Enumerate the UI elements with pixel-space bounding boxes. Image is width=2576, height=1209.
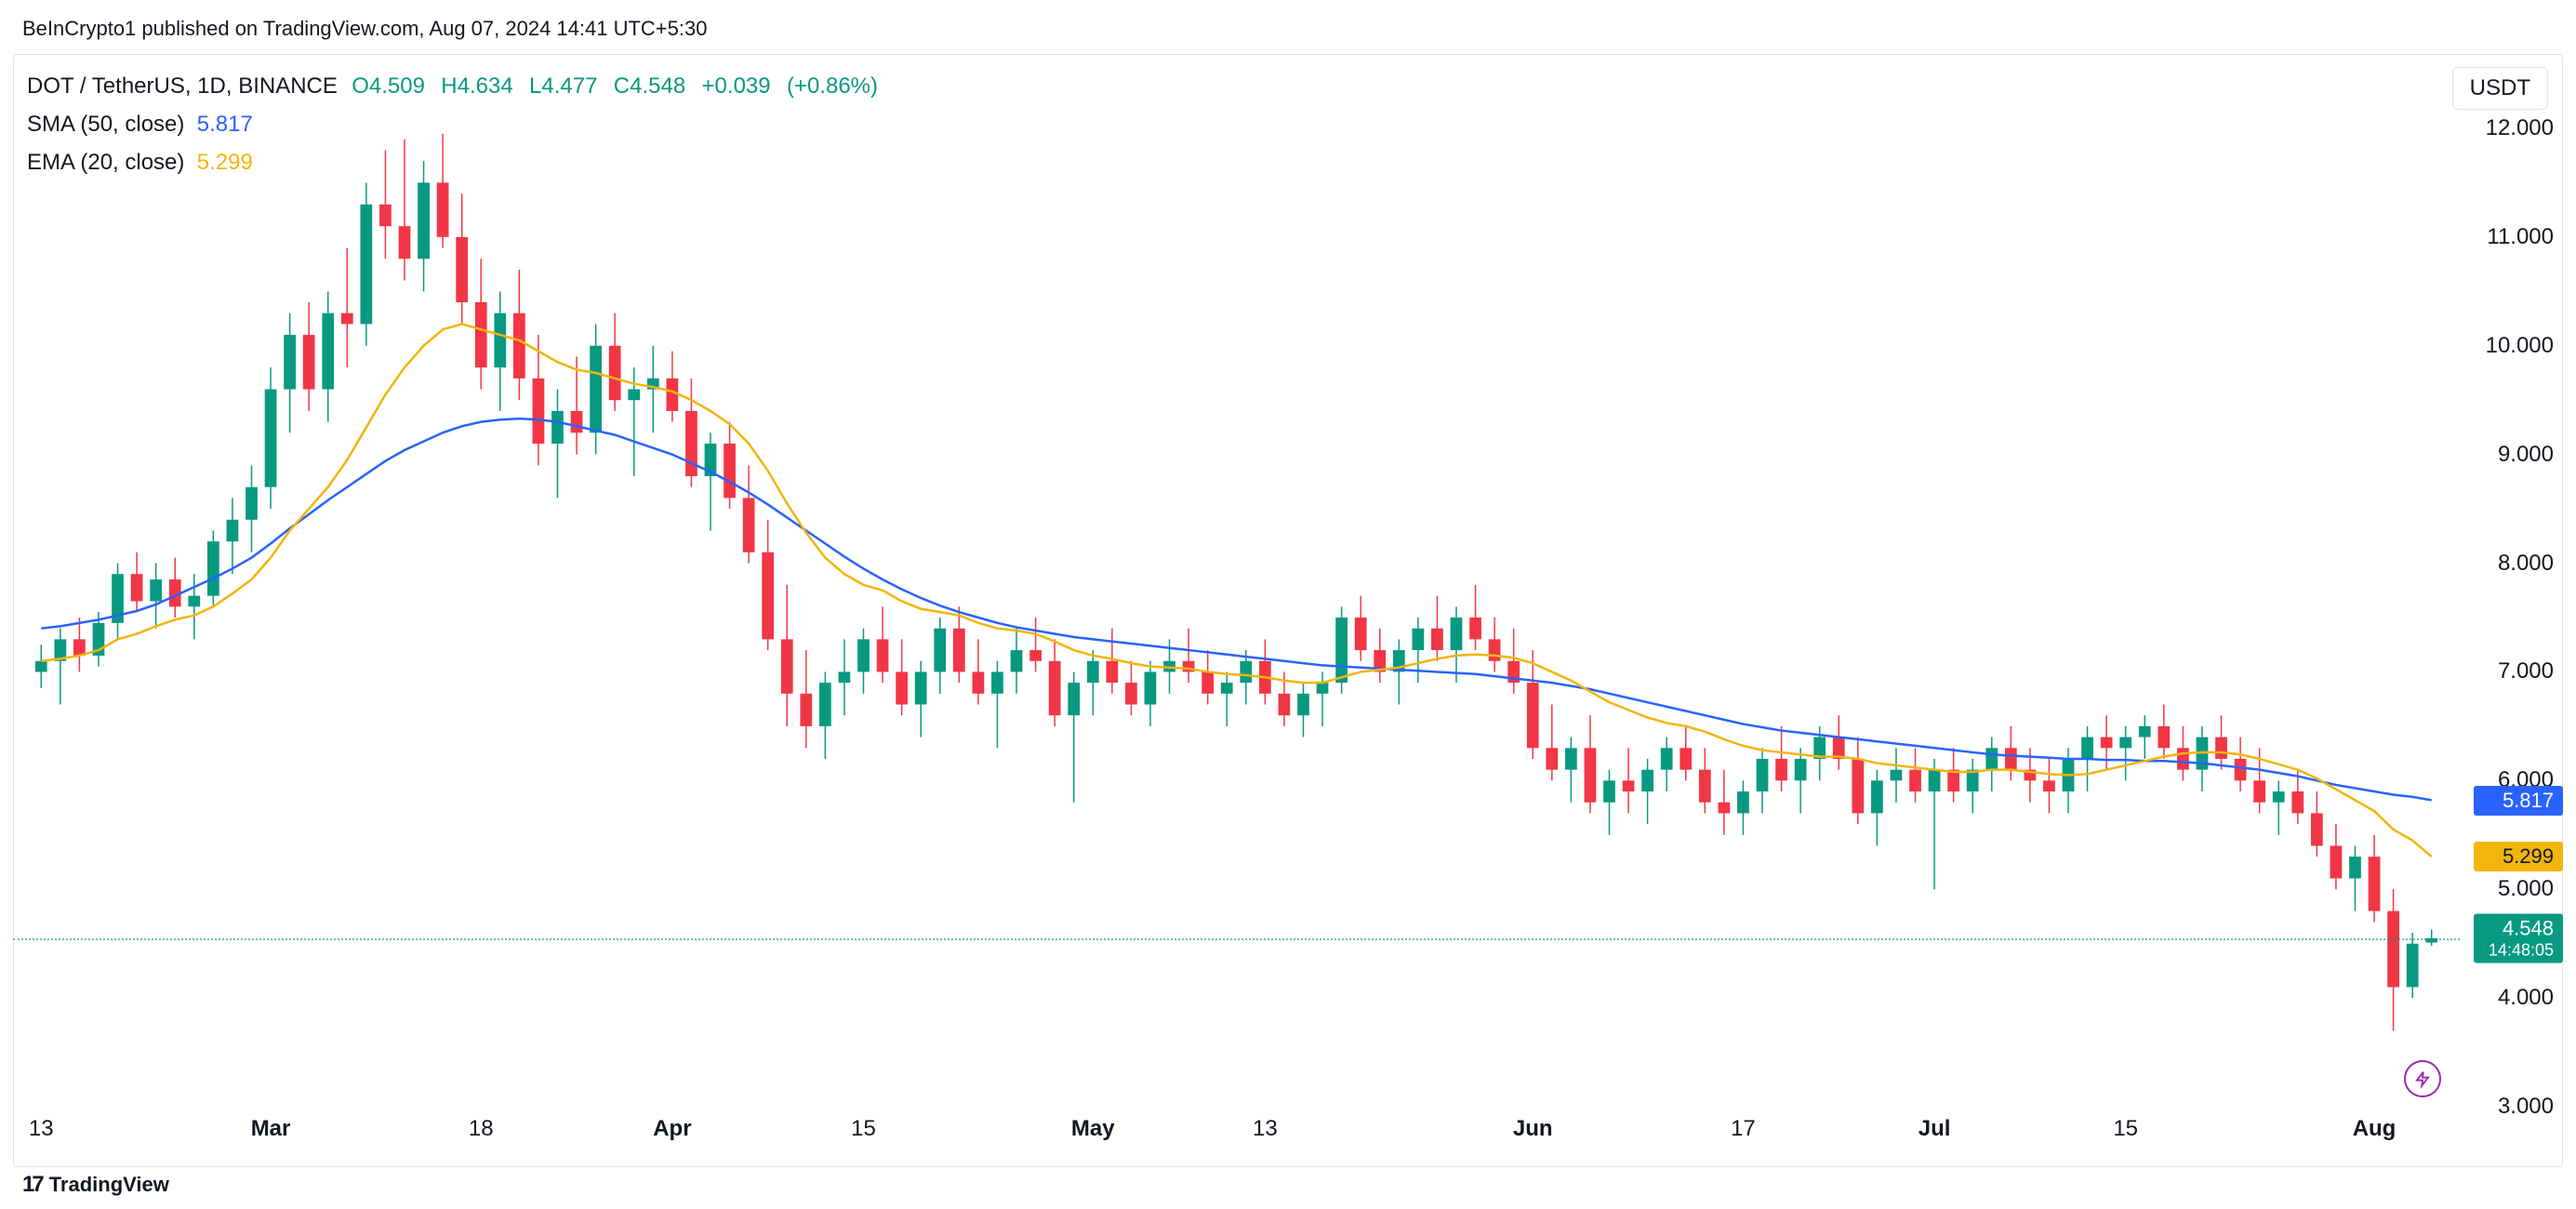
y-tick-label: 5.000 <box>2498 876 2554 902</box>
x-axis[interactable]: 13 Mar 18 Apr 15 May 13 Jun 17 Jul 15 Aug <box>13 1116 2460 1155</box>
x-tick-label: 18 <box>469 1116 494 1142</box>
x-tick-label: Aug <box>2353 1116 2397 1142</box>
x-tick-label: 13 <box>1253 1116 1278 1142</box>
y-axis[interactable]: 3.0004.0005.0006.0007.0008.0009.00010.00… <box>2461 54 2563 1116</box>
x-tick-label: Apr <box>653 1116 691 1142</box>
y-tick-label: 9.000 <box>2498 442 2554 468</box>
plot-area[interactable] <box>13 54 2460 1116</box>
y-tick-label: 4.000 <box>2498 985 2554 1011</box>
x-tick-label: 17 <box>1731 1116 1756 1142</box>
footer-brand[interactable]: 17 TradingView <box>22 1172 169 1198</box>
x-tick-label: May <box>1071 1116 1115 1142</box>
lightning-icon[interactable] <box>2404 1060 2441 1097</box>
x-tick-label: Jul <box>1919 1116 1951 1142</box>
attribution-text: BeInCrypto1 published on TradingView.com… <box>22 17 707 41</box>
chart-canvas[interactable] <box>13 54 2460 1116</box>
price-tag-ema: 5.299 <box>2474 842 2563 871</box>
x-tick-label: Jun <box>1513 1116 1553 1142</box>
x-tick-label: 13 <box>29 1116 54 1142</box>
price-tag-cur: 4.54814:48:05 <box>2474 914 2563 963</box>
x-tick-label: Mar <box>251 1116 291 1142</box>
x-tick-label: 15 <box>851 1116 876 1142</box>
price-tag-sma: 5.817 <box>2474 786 2563 816</box>
y-tick-label: 11.000 <box>2487 224 2554 250</box>
tradingview-logo-icon: 17 <box>22 1172 42 1198</box>
y-tick-label: 8.000 <box>2498 551 2554 577</box>
footer-brand-text: TradingView <box>49 1173 169 1197</box>
y-tick-label: 12.000 <box>2486 115 2554 141</box>
x-tick-label: 15 <box>2113 1116 2138 1142</box>
last-price-line <box>13 938 2460 940</box>
y-tick-label: 3.000 <box>2498 1094 2554 1120</box>
y-tick-label: 7.000 <box>2498 658 2554 684</box>
y-tick-label: 10.000 <box>2486 333 2554 359</box>
